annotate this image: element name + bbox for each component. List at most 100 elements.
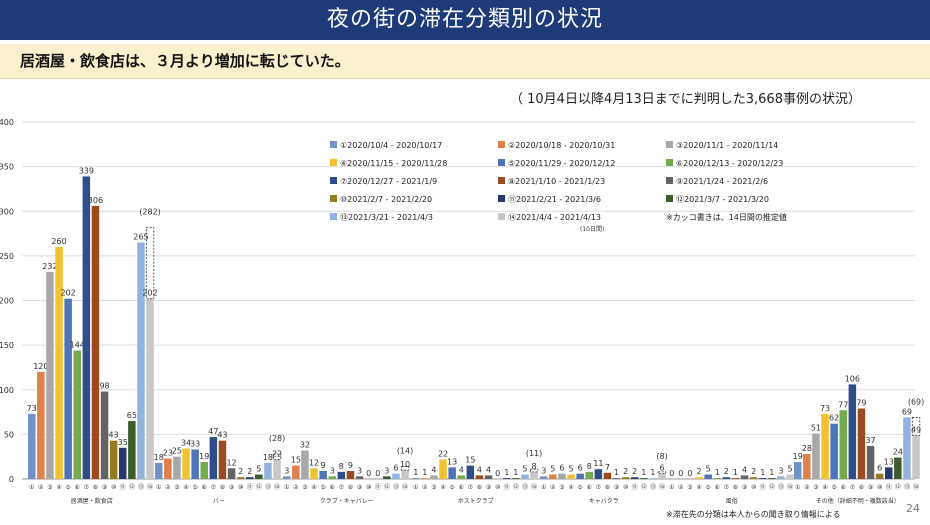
data-label: 2 — [247, 467, 252, 476]
bar — [612, 478, 621, 479]
data-label: 1 — [760, 468, 765, 477]
bar — [640, 478, 648, 479]
period-tick-label: ④ — [568, 484, 573, 491]
period-tick-label: ⑦ — [339, 484, 345, 491]
period-tick-label: ⑤ — [705, 484, 710, 491]
bar — [182, 448, 190, 479]
data-label: 43 — [217, 431, 227, 440]
data-label: 0 — [669, 469, 674, 478]
bar — [355, 476, 364, 479]
data-label: 1 — [641, 468, 646, 477]
data-label: 5 — [788, 465, 793, 474]
data-label: 0 — [678, 469, 683, 478]
bar — [319, 470, 327, 479]
period-tick-label: ⑤ — [831, 484, 836, 491]
data-label: 33 — [190, 440, 200, 449]
data-label: 1 — [614, 468, 619, 477]
period-tick-label: ① — [29, 484, 34, 491]
period-tick-label: ⑬ — [393, 483, 399, 491]
legend-entry: ①2020/10/4 - 2020/10/17 — [340, 141, 442, 150]
data-label: 19 — [793, 452, 803, 461]
period-tick-label: ⑭ — [787, 483, 793, 491]
bar — [383, 476, 391, 479]
bar — [866, 445, 875, 479]
period-tick-label: ⑫ — [769, 483, 775, 491]
data-label: 15 — [291, 456, 301, 465]
data-label: 1 — [413, 468, 418, 477]
category-label: その他（詳細不明・複数該当） — [816, 497, 900, 505]
bar — [292, 465, 300, 479]
data-label: 1 — [504, 468, 509, 477]
period-tick-label: ⑦ — [468, 484, 474, 491]
bar — [759, 478, 767, 479]
category-group: 18①23②25③34④33⑤19⑥47⑦43⑧12⑨2⑩2⑪5⑫18⑬22⑭(… — [154, 427, 286, 505]
period-tick-label: ④ — [183, 484, 188, 491]
data-label: 51 — [811, 423, 821, 432]
bar — [200, 462, 208, 479]
period-tick-label: ⑩ — [366, 484, 371, 491]
data-label: 8 — [587, 462, 592, 471]
data-label: 73 — [27, 404, 37, 413]
bar — [857, 408, 866, 479]
bar — [337, 471, 346, 479]
data-label: 0 — [495, 469, 500, 478]
bar — [484, 475, 493, 479]
bar — [530, 471, 538, 479]
last-period-note: (10日間) — [580, 226, 604, 233]
page-number: 24 — [906, 502, 920, 515]
estimate-box — [400, 466, 410, 471]
period-tick-label: ① — [156, 484, 161, 491]
category-label: バー — [213, 498, 225, 505]
bar — [558, 473, 566, 479]
estimate-label: (11) — [526, 449, 542, 458]
bar — [346, 470, 355, 479]
legend-swatch — [330, 177, 337, 184]
period-tick-label: ② — [38, 484, 44, 491]
period-tick-label: ⑭ — [147, 483, 153, 491]
data-label: 9 — [348, 461, 353, 470]
data-label: 3 — [541, 466, 546, 475]
period-tick-label: ⑧ — [348, 484, 353, 491]
legend-entry: ⑤2020/11/29 - 2020/12/12 — [508, 159, 615, 168]
period-tick-label: ⑤ — [449, 484, 454, 491]
data-label: 32 — [300, 440, 310, 449]
data-scope-note: （ 10月4日以降4月13日までに判明した3,668事例の状況） — [510, 92, 861, 107]
bar — [777, 476, 785, 479]
bar — [227, 468, 236, 479]
legend-swatch — [666, 195, 673, 202]
bar — [448, 467, 456, 479]
bar — [164, 458, 172, 479]
data-label: 25 — [172, 447, 182, 456]
data-label: 1 — [769, 468, 774, 477]
bar — [91, 205, 100, 479]
period-tick-label: ⑬ — [650, 483, 656, 491]
data-label: 6 — [393, 464, 398, 473]
period-tick-label: ① — [669, 484, 674, 491]
data-label: 2 — [238, 467, 243, 476]
data-label: 4 — [477, 465, 482, 474]
bar — [549, 474, 557, 479]
data-label: 1 — [715, 468, 720, 477]
legend-swatch — [498, 159, 505, 166]
data-label: 120 — [33, 362, 48, 371]
period-tick-label: ⑨ — [614, 484, 619, 491]
legend-swatch — [330, 141, 337, 148]
bar — [401, 470, 409, 479]
data-label: 23 — [163, 448, 173, 457]
data-label: 6 — [559, 464, 564, 473]
legend-entry: ④2020/11/15 - 2020/11/28 — [340, 159, 447, 168]
period-tick-label: ④ — [311, 484, 316, 491]
bar — [328, 476, 336, 479]
estimate-label: (282) — [139, 207, 161, 216]
data-label: 28 — [802, 444, 812, 453]
period-tick-label: ⑤ — [577, 484, 582, 491]
bar — [301, 450, 309, 479]
legend-entry: ②2020/10/18 - 2020/10/31 — [508, 141, 615, 150]
period-tick-label: ② — [678, 484, 684, 491]
footnote: ※滞在先の分類は本人からの聞き取り情報による — [666, 510, 841, 519]
period-tick-label: ⑥ — [459, 484, 464, 491]
data-label: 49 — [911, 425, 921, 434]
data-label: 47 — [208, 427, 218, 436]
data-label: 3 — [330, 466, 335, 475]
